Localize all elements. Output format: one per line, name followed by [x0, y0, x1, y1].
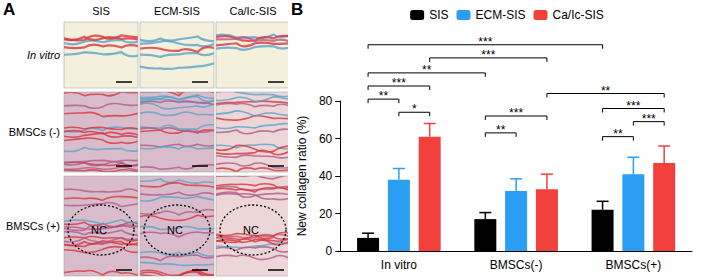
svg-text:BMSCs(+): BMSCs(+): [606, 258, 662, 272]
svg-text:New collagen ratio (%): New collagen ratio (%): [295, 116, 309, 237]
svg-text:SIS: SIS: [429, 8, 448, 22]
svg-text:**: **: [496, 123, 506, 137]
svg-text:NC: NC: [91, 224, 107, 236]
svg-text:ECM-SIS: ECM-SIS: [154, 5, 200, 17]
svg-text:In vitro: In vitro: [381, 258, 417, 272]
svg-text:In vitro: In vitro: [27, 49, 60, 61]
svg-text:**: **: [379, 89, 389, 103]
svg-text:BMSCs(-): BMSCs(-): [490, 258, 543, 272]
svg-text:BMSCs (-): BMSCs (-): [9, 126, 60, 138]
svg-text:20: 20: [319, 207, 333, 221]
svg-text:**: **: [613, 127, 623, 141]
svg-text:***: ***: [478, 35, 492, 49]
svg-text:0: 0: [326, 244, 333, 258]
svg-text:**: **: [422, 63, 432, 77]
svg-text:NC: NC: [243, 224, 259, 236]
svg-text:***: ***: [481, 48, 495, 62]
svg-text:Ca/Ic-SIS: Ca/Ic-SIS: [229, 5, 276, 17]
svg-text:***: ***: [626, 99, 640, 113]
html-text:A: A: [3, 0, 16, 19]
svg-text:**: **: [601, 84, 611, 98]
svg-text:60: 60: [319, 132, 333, 146]
svg-text:40: 40: [319, 169, 333, 183]
svg-text:ECM-SIS: ECM-SIS: [475, 8, 525, 22]
svg-text:BMSCs (+): BMSCs (+): [6, 220, 60, 232]
svg-text:*: *: [412, 102, 417, 116]
html-text:B: B: [291, 0, 304, 19]
svg-text:SIS: SIS: [92, 5, 110, 17]
svg-text:80: 80: [319, 94, 333, 108]
svg-text:Ca/Ic-SIS: Ca/Ic-SIS: [553, 8, 604, 22]
svg-text:NC: NC: [167, 224, 183, 236]
svg-text:***: ***: [642, 112, 656, 126]
svg-text:***: ***: [392, 76, 406, 90]
svg-text:***: ***: [509, 106, 523, 120]
